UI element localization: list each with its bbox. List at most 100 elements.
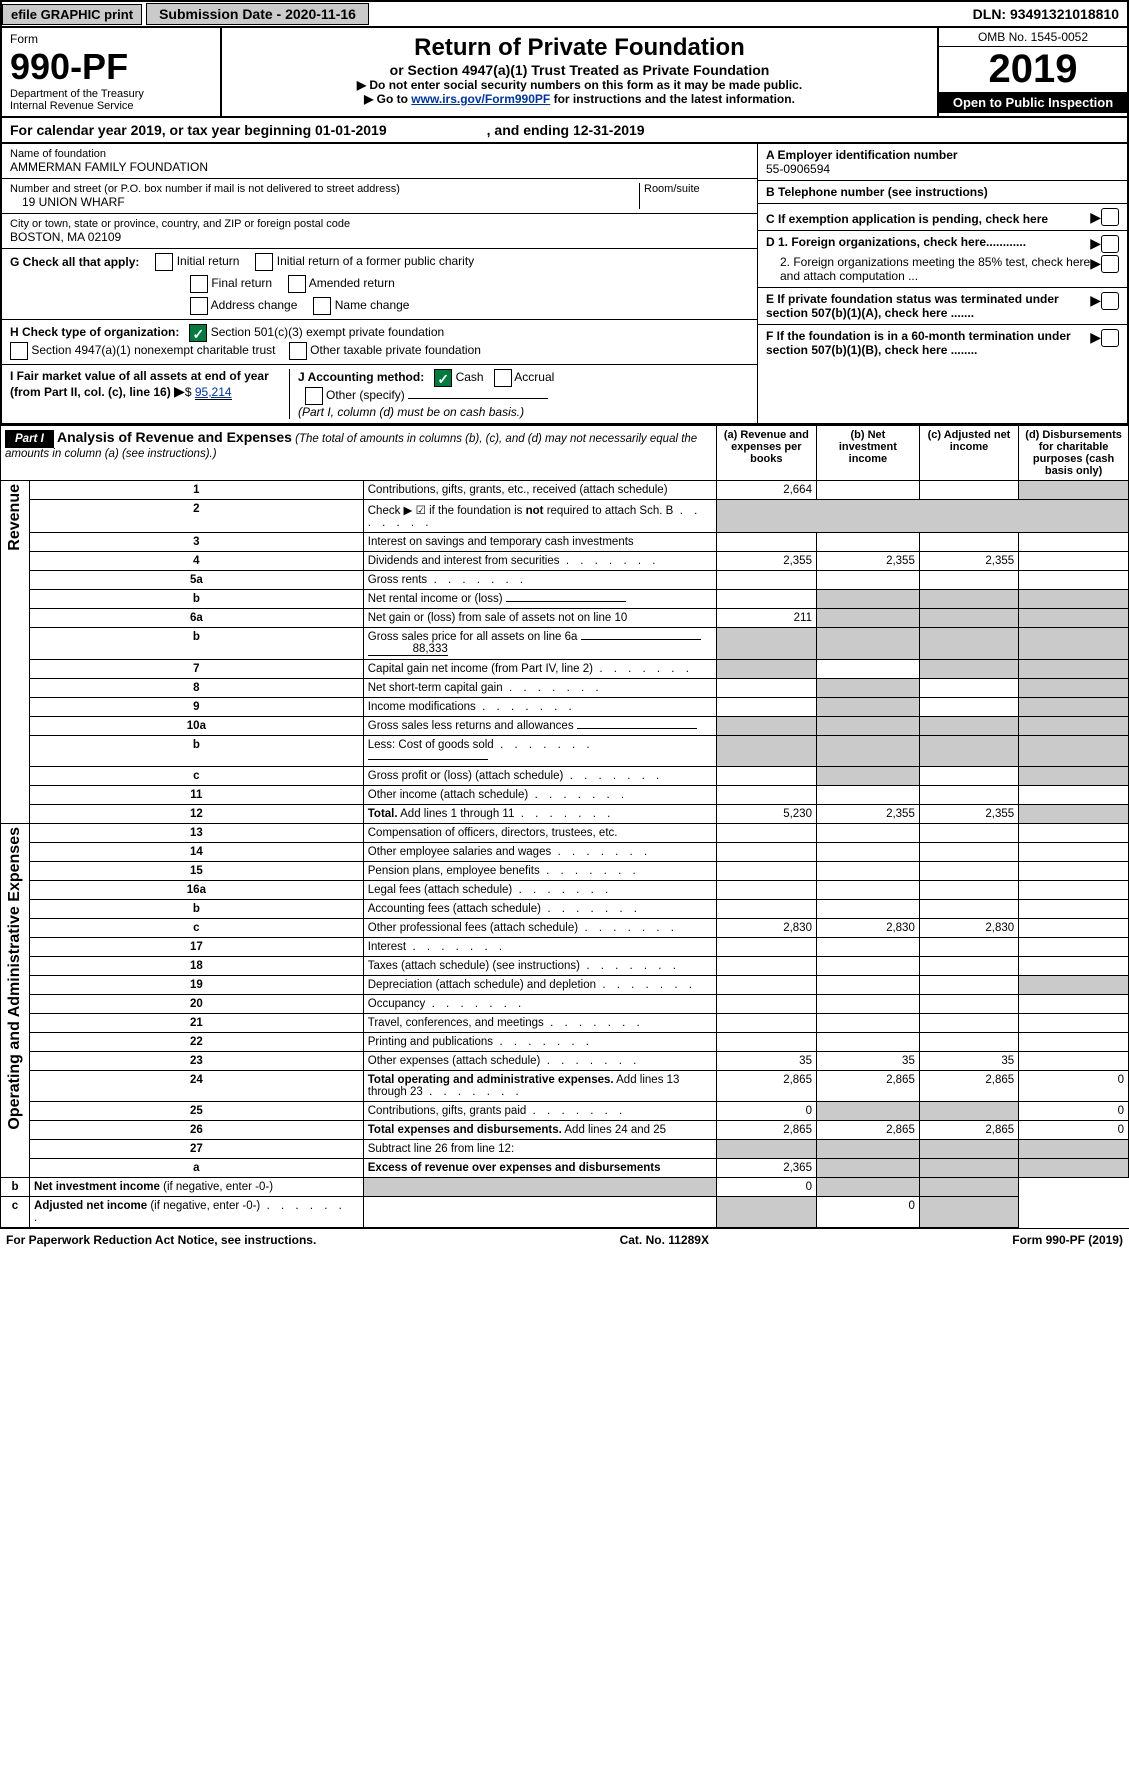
efile-btn[interactable]: efile GRAPHIC print <box>2 4 142 25</box>
line-desc: Contributions, gifts, grants paid . . . … <box>363 1102 716 1121</box>
line-desc: Gross sales price for all assets on line… <box>363 628 716 660</box>
value-cell <box>1019 552 1129 571</box>
value-cell <box>919 628 1018 660</box>
value-cell <box>716 786 816 805</box>
value-cell <box>919 736 1018 767</box>
value-cell <box>919 976 1018 995</box>
f-chk[interactable] <box>1101 329 1119 347</box>
value-cell: 211 <box>716 609 816 628</box>
initial-public-chk[interactable] <box>255 253 273 271</box>
line-desc: Accounting fees (attach schedule) . . . … <box>363 900 716 919</box>
value-cell <box>1019 698 1129 717</box>
irs: Internal Revenue Service <box>10 100 212 112</box>
line-num: 20 <box>30 995 364 1014</box>
cash-chk[interactable] <box>434 369 452 387</box>
value-cell <box>1019 824 1129 843</box>
value-cell: 2,865 <box>919 1071 1018 1102</box>
value-cell <box>716 881 816 900</box>
line-desc: Depreciation (attach schedule) and deple… <box>363 976 716 995</box>
form-title: Return of Private Foundation <box>228 34 931 62</box>
instr1: ▶ Do not enter social security numbers o… <box>228 78 931 92</box>
line-desc: Excess of revenue over expenses and disb… <box>363 1159 716 1178</box>
part1-label: Part I <box>5 430 54 448</box>
d2-chk[interactable] <box>1101 255 1119 273</box>
value-cell <box>1019 628 1129 660</box>
value-cell <box>919 571 1018 590</box>
value-cell <box>716 976 816 995</box>
line-num: 5a <box>30 571 364 590</box>
line-num: 23 <box>30 1052 364 1071</box>
h-label: H Check type of organization: <box>10 325 179 339</box>
value-cell <box>919 609 1018 628</box>
value-cell <box>816 1102 919 1121</box>
value-cell <box>1019 843 1129 862</box>
footer: For Paperwork Reduction Act Notice, see … <box>0 1228 1129 1251</box>
value-cell <box>363 1197 716 1228</box>
table-row: bLess: Cost of goods sold . . . . . . . <box>1 736 1129 767</box>
value-cell <box>919 533 1018 552</box>
4947-chk[interactable] <box>10 342 28 360</box>
accrual-chk[interactable] <box>494 369 512 387</box>
value-cell: 35 <box>816 1052 919 1071</box>
value-cell <box>919 717 1018 736</box>
value-cell <box>716 957 816 976</box>
c-chk[interactable] <box>1101 208 1119 226</box>
501c3-chk[interactable] <box>189 324 207 342</box>
table-row: 14Other employee salaries and wages . . … <box>1 843 1129 862</box>
value-cell: 0 <box>1019 1071 1129 1102</box>
value-cell <box>816 533 919 552</box>
other-taxable-chk[interactable] <box>289 342 307 360</box>
form-number: 990-PF <box>10 46 212 88</box>
table-row: 4Dividends and interest from securities … <box>1 552 1129 571</box>
table-row: 10aGross sales less returns and allowanc… <box>1 717 1129 736</box>
value-cell <box>919 957 1018 976</box>
col-d: (d) Disbursements for charitable purpose… <box>1019 426 1129 481</box>
name-change-chk[interactable] <box>313 297 331 315</box>
table-row: 12Total. Add lines 1 through 11 . . . . … <box>1 805 1129 824</box>
value-cell <box>1019 862 1129 881</box>
value-cell <box>1019 767 1129 786</box>
amended-chk[interactable] <box>288 275 306 293</box>
value-cell <box>1019 1014 1129 1033</box>
value-cell <box>1019 919 1129 938</box>
line-num: b <box>30 628 364 660</box>
value-cell: 2,865 <box>716 1071 816 1102</box>
value-cell <box>919 786 1018 805</box>
table-row: cOther professional fees (attach schedul… <box>1 919 1129 938</box>
other-method-chk[interactable] <box>305 387 323 405</box>
addr-change-chk[interactable] <box>190 297 208 315</box>
value-cell: 2,830 <box>919 919 1018 938</box>
value-cell: 2,865 <box>816 1121 919 1140</box>
line-desc: Dividends and interest from securities .… <box>363 552 716 571</box>
value-cell <box>919 1102 1018 1121</box>
value-cell <box>816 1033 919 1052</box>
value-cell: 2,865 <box>919 1121 1018 1140</box>
value-cell: 2,355 <box>919 805 1018 824</box>
topbar: efile GRAPHIC print Submission Date - 20… <box>0 0 1129 28</box>
value-cell <box>363 1178 716 1197</box>
line-num: 9 <box>30 698 364 717</box>
value-cell <box>919 824 1018 843</box>
irs-link[interactable]: www.irs.gov/Form990PF <box>411 92 550 106</box>
fmv-link[interactable]: 95,214 <box>195 385 232 400</box>
line-desc: Net short-term capital gain . . . . . . … <box>363 679 716 698</box>
opex-vheader: Operating and Administrative Expenses <box>1 824 30 1178</box>
value-cell <box>716 679 816 698</box>
value-cell <box>919 1033 1018 1052</box>
value-cell <box>1019 717 1129 736</box>
initial-return-chk[interactable] <box>155 253 173 271</box>
revenue-vheader: Revenue <box>1 481 30 824</box>
table-row: 26Total expenses and disbursements. Add … <box>1 1121 1129 1140</box>
value-cell <box>919 1014 1018 1033</box>
final-return-chk[interactable] <box>190 275 208 293</box>
line-desc: Total expenses and disbursements. Add li… <box>363 1121 716 1140</box>
line-num: 15 <box>30 862 364 881</box>
value-cell <box>1019 679 1129 698</box>
e-chk[interactable] <box>1101 292 1119 310</box>
value-cell <box>1019 881 1129 900</box>
d1-chk[interactable] <box>1101 235 1119 253</box>
line-num: c <box>30 919 364 938</box>
table-row: 20Occupancy . . . . . . . <box>1 995 1129 1014</box>
line-desc: Gross profit or (loss) (attach schedule)… <box>363 767 716 786</box>
value-cell <box>816 1178 919 1197</box>
